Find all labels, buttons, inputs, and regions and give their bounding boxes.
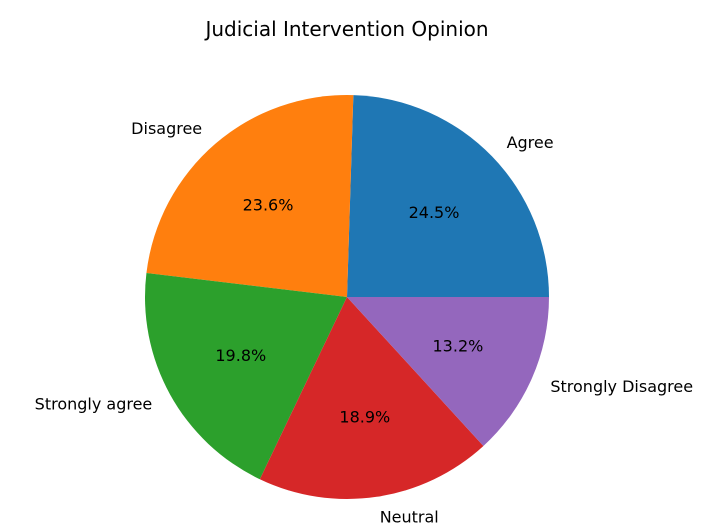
slice-percent-disagree: 23.6% [243,196,294,215]
slice-percent-agree: 24.5% [409,203,460,222]
pie-slice-strongly-agree [145,272,347,480]
slice-percent-strongly-agree: 19.8% [215,346,266,365]
slice-label-neutral: Neutral [380,507,439,524]
pie-slice-neutral [259,297,484,499]
slice-label-disagree: Disagree [131,119,202,138]
slice-label-agree: Agree [507,133,554,152]
slice-label-strongly-agree: Strongly agree [35,395,153,414]
pie-slice-disagree [146,95,354,297]
percent-labels: 24.5% 23.6% 19.8% 18.9% 13.2% [215,196,483,427]
slice-label-strongly-disagree: Strongly Disagree [550,377,693,396]
category-labels: Agree Disagree Strongly agree Neutral Strong… [35,119,693,524]
pie-slices [145,95,549,499]
slice-percent-strongly-disagree: 13.2% [433,336,484,355]
pie-slice-agree [347,95,549,298]
pie-slice-strongly-disagree [347,297,549,446]
slice-percent-neutral: 18.9% [339,407,390,426]
chart-title: Judicial Intervention Opinion [203,17,488,41]
